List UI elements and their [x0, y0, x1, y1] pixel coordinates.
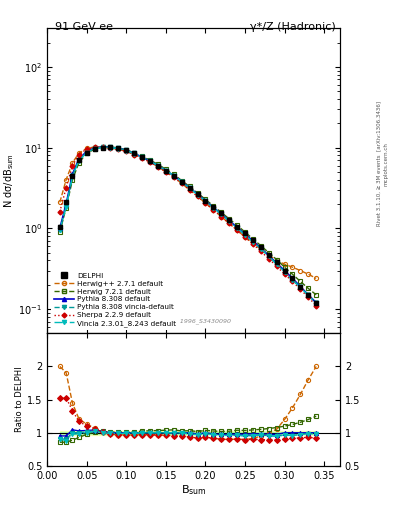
Text: 91 GeV ee: 91 GeV ee [55, 22, 113, 32]
Y-axis label: N dσ/dB$_\mathrm{sum}$: N dσ/dB$_\mathrm{sum}$ [2, 153, 16, 208]
Text: DELPHI_1996_S3430090: DELPHI_1996_S3430090 [155, 318, 232, 324]
Y-axis label: Ratio to DELPHI: Ratio to DELPHI [15, 367, 24, 433]
Text: mcplots.cern.ch: mcplots.cern.ch [384, 142, 389, 186]
Legend: DELPHI, Herwig++ 2.7.1 default, Herwig 7.2.1 default, Pythia 8.308 default, Pyth: DELPHI, Herwig++ 2.7.1 default, Herwig 7… [51, 270, 180, 330]
Text: Rivet 3.1.10, ≥ 3M events  [arXiv:1306.3436]: Rivet 3.1.10, ≥ 3M events [arXiv:1306.34… [376, 101, 381, 226]
Text: γ*/Z (Hadronic): γ*/Z (Hadronic) [250, 22, 336, 32]
X-axis label: B$_\mathrm{sum}$: B$_\mathrm{sum}$ [181, 483, 206, 497]
